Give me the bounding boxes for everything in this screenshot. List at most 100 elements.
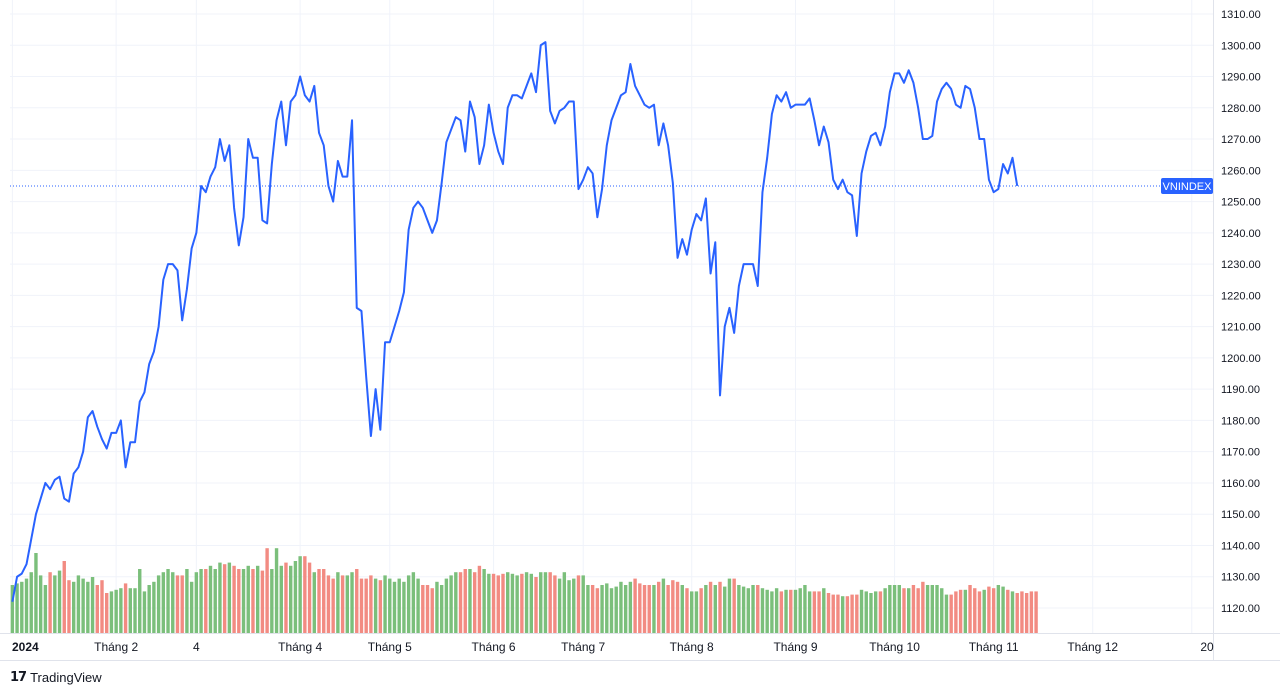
volume-bar bbox=[996, 585, 1001, 633]
volume-bar bbox=[515, 575, 519, 633]
series-tag-bg bbox=[1161, 177, 1213, 194]
volume-bar bbox=[529, 573, 533, 633]
x-tick-label: Tháng 12 bbox=[1067, 640, 1118, 654]
tradingview-logo-icon[interactable]: 17 bbox=[10, 669, 27, 685]
volume-bar bbox=[185, 569, 189, 633]
volume-bar bbox=[798, 588, 802, 633]
volume-bar bbox=[633, 578, 637, 633]
volume-bar bbox=[845, 596, 850, 633]
volume-bar bbox=[312, 572, 316, 633]
volume-bar bbox=[350, 572, 354, 633]
volume-bar bbox=[71, 581, 76, 633]
volume-bar bbox=[260, 570, 265, 633]
x-tick-label: Tháng 11 bbox=[969, 640, 1019, 654]
volume-bar bbox=[1001, 586, 1005, 633]
volume-bar bbox=[369, 575, 373, 633]
volume-bar bbox=[86, 581, 90, 633]
volume-bar bbox=[496, 575, 500, 633]
volume-bar bbox=[392, 581, 397, 633]
y-tick-label: 1290.00 bbox=[1221, 72, 1261, 84]
volume-bar bbox=[982, 589, 986, 633]
volume-bar bbox=[468, 569, 472, 633]
volume-bar bbox=[756, 585, 760, 633]
volume-bar bbox=[213, 569, 217, 633]
volume-bar bbox=[548, 572, 552, 633]
volume-bar bbox=[364, 578, 368, 633]
price-line bbox=[11, 41, 1019, 602]
volume-bar bbox=[1010, 591, 1015, 633]
grid bbox=[10, 0, 1213, 633]
volume-bar bbox=[888, 585, 892, 633]
volume-bar bbox=[911, 585, 916, 633]
volume-bar bbox=[180, 575, 184, 633]
volume-bar bbox=[105, 593, 109, 633]
volume-bar bbox=[534, 577, 538, 633]
y-tick-label: 1300.00 bbox=[1221, 40, 1261, 52]
volume-bar bbox=[741, 586, 746, 633]
volume-bar bbox=[15, 583, 19, 633]
volume-bar bbox=[152, 581, 156, 633]
volume-bar bbox=[647, 585, 651, 633]
volume-bar bbox=[331, 578, 335, 633]
volume-bar bbox=[317, 569, 321, 633]
brand-text[interactable]: TradingView bbox=[30, 669, 102, 685]
volume-bar bbox=[255, 565, 260, 633]
volume-bar bbox=[539, 572, 543, 633]
volume-bar bbox=[921, 581, 925, 633]
volume-bar bbox=[373, 578, 378, 633]
volume-bar bbox=[454, 572, 458, 633]
volume-bar bbox=[590, 585, 595, 633]
x-tick-label: Tháng 10 bbox=[869, 640, 920, 654]
volume-bar bbox=[557, 578, 562, 633]
volume-bar bbox=[840, 596, 845, 633]
volume-bar bbox=[95, 585, 99, 633]
volume-bar bbox=[652, 585, 656, 633]
volume-bar bbox=[322, 569, 326, 633]
volume-bar bbox=[746, 588, 751, 633]
volume-bar bbox=[600, 585, 604, 633]
volume-bar bbox=[581, 575, 585, 633]
volume-bar bbox=[265, 548, 269, 633]
volume-bar bbox=[204, 569, 208, 633]
volume-bar bbox=[340, 575, 345, 633]
volume-bar bbox=[487, 573, 491, 633]
volume-bar bbox=[708, 581, 713, 633]
volume-bar bbox=[723, 586, 727, 633]
volume-bar bbox=[378, 580, 383, 633]
x-tick-label: 20 bbox=[1200, 640, 1214, 654]
volume-bar bbox=[501, 573, 505, 633]
volume-bar bbox=[770, 591, 774, 633]
volume-bar bbox=[439, 585, 444, 633]
y-tick-label: 1150.00 bbox=[1221, 509, 1260, 521]
volume-bar bbox=[397, 578, 401, 633]
volume-bar bbox=[524, 572, 529, 633]
volume-bar bbox=[869, 593, 873, 633]
volume-bar bbox=[968, 585, 972, 633]
volume-bar bbox=[289, 565, 293, 633]
volume-bar bbox=[133, 588, 137, 633]
y-tick-label: 1270.00 bbox=[1221, 134, 1261, 146]
volume-bar bbox=[609, 588, 614, 633]
volume-bar bbox=[138, 569, 142, 633]
volume-bar bbox=[425, 585, 430, 633]
x-tick-label: Tháng 6 bbox=[472, 640, 516, 654]
volume-bar bbox=[355, 569, 359, 633]
volume-bar bbox=[472, 572, 477, 633]
volume-bar bbox=[76, 575, 81, 633]
volume-bar bbox=[661, 578, 666, 633]
volume-bar bbox=[48, 572, 52, 633]
volume-bar bbox=[147, 585, 151, 633]
volume-bar bbox=[638, 583, 642, 633]
volume-bar bbox=[831, 594, 835, 633]
x-tick-label: 4 bbox=[193, 640, 200, 654]
volume-bar bbox=[435, 581, 439, 633]
volume-bar bbox=[109, 591, 114, 633]
series-tag-label: VNINDEX bbox=[1163, 181, 1213, 193]
volume-bar bbox=[822, 588, 826, 633]
volume-bar bbox=[388, 578, 392, 633]
footer: 17 TradingView bbox=[10, 668, 102, 686]
volume-bar bbox=[100, 580, 104, 633]
